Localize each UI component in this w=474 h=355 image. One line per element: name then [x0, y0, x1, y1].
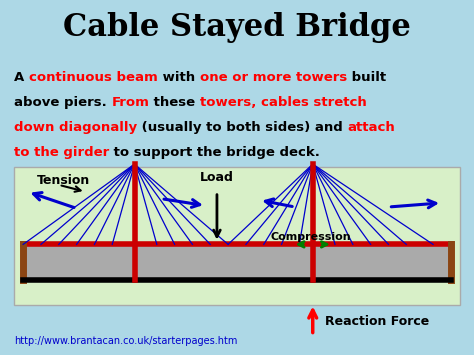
Text: down diagonally: down diagonally — [14, 121, 137, 134]
Text: towers, cables stretch: towers, cables stretch — [200, 96, 367, 109]
Text: A: A — [14, 71, 29, 84]
Text: http://www.brantacan.co.uk/starterpages.htm: http://www.brantacan.co.uk/starterpages.… — [14, 336, 237, 346]
Text: Cable Stayed Bridge: Cable Stayed Bridge — [63, 12, 411, 43]
Text: Reaction Force: Reaction Force — [325, 315, 429, 328]
Text: with: with — [158, 71, 200, 84]
Text: one or more towers: one or more towers — [200, 71, 347, 84]
Text: Load: Load — [200, 171, 234, 184]
Text: (usually to both sides) and: (usually to both sides) and — [137, 121, 348, 134]
Text: above piers.: above piers. — [14, 96, 111, 109]
Text: these: these — [149, 96, 200, 109]
Text: to the girder: to the girder — [14, 146, 109, 159]
Text: built: built — [347, 71, 386, 84]
Text: continuous beam: continuous beam — [29, 71, 158, 84]
Text: Tension: Tension — [36, 174, 90, 187]
Bar — [23, 244, 451, 280]
Text: attach: attach — [348, 121, 395, 134]
Bar — [14, 167, 460, 305]
Text: to support the bridge deck.: to support the bridge deck. — [109, 146, 320, 159]
Text: Compression: Compression — [270, 232, 351, 242]
Text: From: From — [111, 96, 149, 109]
